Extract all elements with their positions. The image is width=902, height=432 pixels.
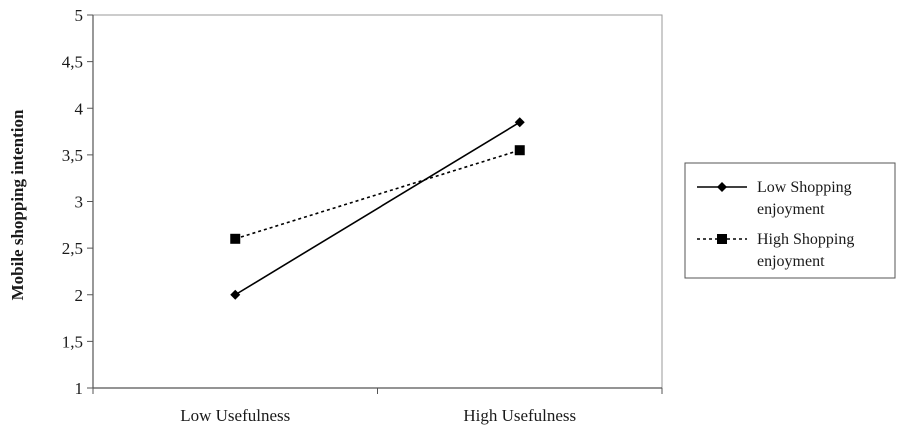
series-line — [234, 121, 521, 296]
legend: Low Shopping enjoyment High Shopping enjoym… — [684, 162, 896, 279]
plot-border — [92, 14, 663, 389]
y-tick-label: 5 — [75, 6, 84, 25]
y-axis: 1 1,5 2 2,5 3 3,5 4 4,5 5 — [62, 6, 94, 398]
series-line — [235, 149, 520, 240]
y-tick-label: 4 — [75, 99, 84, 118]
legend-item-1: Low Shopping enjoyment — [697, 179, 852, 218]
y-tick-label: 4,5 — [62, 53, 83, 72]
legend-marker-square — [717, 234, 727, 244]
y-axis-title: Mobile shopping intention — [8, 109, 27, 300]
series-layer — [230, 117, 525, 300]
data-point-square — [230, 233, 241, 244]
x-category-label: High Usefulness — [463, 406, 576, 425]
legend-label: High Shopping — [757, 231, 854, 248]
data-point-square — [514, 145, 525, 156]
y-tick-label: 2,5 — [62, 239, 83, 258]
series-2 — [230, 145, 525, 244]
y-tick-label: 1 — [75, 379, 84, 398]
y-tick-label: 3,5 — [62, 146, 83, 165]
series-1 — [230, 117, 525, 300]
y-tick-label: 1,5 — [62, 332, 83, 351]
x-axis: Low Usefulness High Usefulness — [92, 387, 663, 425]
legend-item-2: High Shopping enjoyment — [697, 231, 854, 270]
data-point-diamond — [230, 289, 241, 300]
legend-label: enjoyment — [757, 253, 825, 270]
legend-label: Low Shopping — [757, 179, 852, 196]
x-category-label: Low Usefulness — [180, 406, 290, 425]
data-point-diamond — [514, 117, 525, 128]
y-tick-label: 2 — [75, 286, 84, 305]
legend-marker-diamond — [717, 182, 727, 192]
legend-label: enjoyment — [757, 201, 825, 218]
plot-area — [92, 14, 663, 389]
y-tick-label: 3 — [75, 193, 84, 212]
legend-box — [684, 162, 896, 279]
